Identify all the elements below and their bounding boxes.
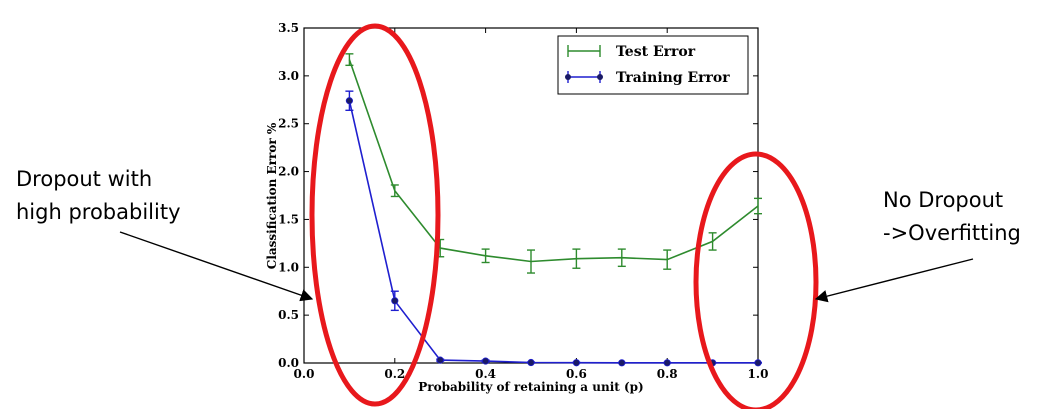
data-point — [572, 359, 581, 367]
data-point — [754, 359, 762, 367]
legend: Test Error Training Error — [557, 35, 749, 95]
legend-box — [557, 35, 749, 95]
x-tick-label: 0.8 — [657, 367, 678, 381]
y-tick-label: 1.0 — [278, 260, 299, 274]
right-note-line2: ->Overfitting — [883, 221, 1021, 245]
x-tick-label: 0.0 — [294, 367, 315, 381]
y-tick-label: 2.0 — [278, 165, 299, 179]
arrow-left — [119, 231, 314, 302]
left-note-line1: Dropout with — [16, 167, 152, 191]
legend-swatch-marker — [597, 74, 603, 80]
x-tick-label: 0.2 — [384, 367, 405, 381]
legend-label: Training Error — [616, 70, 730, 86]
x-axis-label: Probability of retaining a unit (p) — [418, 380, 643, 394]
right-note-line1: No Dropout — [883, 188, 1003, 212]
data-point — [436, 356, 444, 364]
data-point — [618, 359, 626, 367]
data-point — [527, 358, 535, 367]
data-point — [481, 357, 490, 365]
series-line-0 — [348, 59, 759, 263]
axis-ticks: 0.0 0.2 0.4 0.6 0.8 1.0 0.0 0.5 1.0 1.5 2.0 2.5 3.0 3… — [278, 21, 768, 381]
x-tick-label: 0.4 — [475, 367, 496, 381]
data-point — [391, 297, 399, 305]
y-tick-label: 2.5 — [278, 117, 299, 131]
legend-label: Test Error — [616, 44, 696, 60]
y-tick-label: 3.5 — [278, 21, 299, 35]
y-tick-label: 0.0 — [278, 356, 299, 370]
highlight-ellipse-left — [309, 23, 441, 407]
arrow-right — [814, 258, 974, 303]
y-tick-label: 1.5 — [278, 212, 299, 226]
left-note-line2: high probability — [16, 200, 181, 224]
y-tick-label: 0.5 — [278, 308, 299, 322]
series-line-1 — [348, 100, 758, 364]
highlight-ellipse-right — [693, 151, 819, 409]
y-axis-label: Classification Error % — [265, 122, 279, 269]
y-tick-label: 3.0 — [278, 69, 299, 83]
data-point — [345, 97, 353, 105]
x-tick-label: 0.6 — [566, 367, 587, 381]
legend-swatch-marker — [565, 74, 571, 80]
data-point — [663, 359, 671, 367]
x-tick-label: 1.0 — [748, 367, 769, 381]
